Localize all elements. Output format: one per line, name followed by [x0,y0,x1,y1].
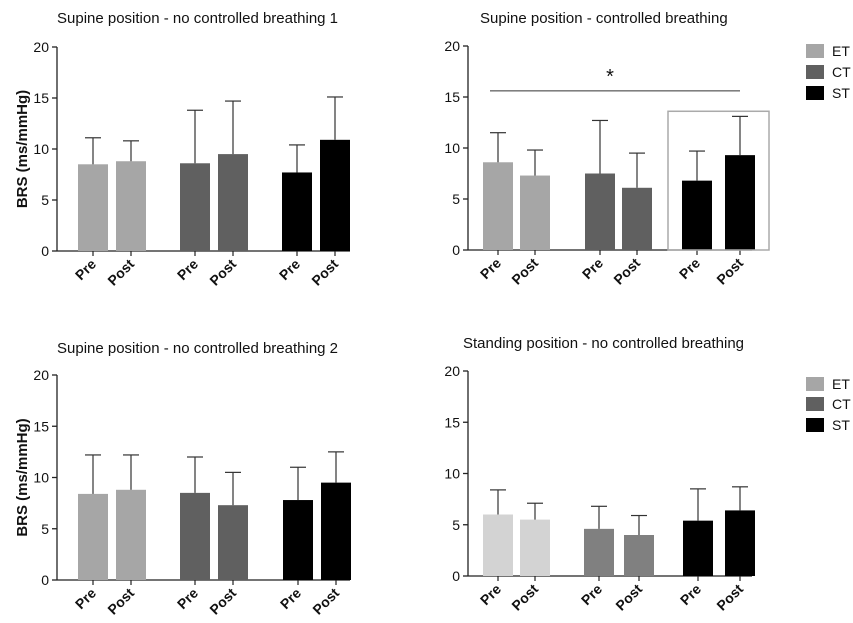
y-tick-label: 15 [33,90,49,106]
chart-panel-2: Supine position - controlled breathing 0 5… [444,10,770,288]
x-tick-label: Post [713,581,746,614]
x-tick-label: Pre [579,255,606,282]
legend-swatch-et [806,377,824,391]
legend-swatch-ct [806,397,824,411]
x-tick-label: Post [508,581,541,614]
legend-label-st: ST [832,85,850,101]
bar-st-pre [283,500,313,580]
bar-et-post [520,519,550,576]
bar-st-post [725,510,755,576]
x-tick-label: Pre [277,585,304,612]
bar-st-post [725,155,755,250]
x-tick-label: Pre [72,256,99,283]
chart-title: Supine position - no controlled breathin… [57,10,338,27]
chart-title: Supine position - controlled breathing [480,10,728,27]
x-tick-label: Post [309,585,342,618]
bar-st-post [321,482,351,580]
y-tick-label: 15 [444,414,460,430]
y-tick-label: 10 [33,470,49,486]
bar-ct-post [624,535,654,576]
bar-ct-post [218,505,248,580]
legend-swatch-st [806,418,824,432]
y-axis-label: BRS (ms/mmHg) [14,418,31,536]
x-tick-label: Post [610,255,643,288]
x-tick-label: Pre [477,581,504,608]
legend-swatch-et [806,44,824,58]
bar-ct-pre [584,528,614,576]
bar-st-pre [282,172,312,251]
legend-label-ct: CT [832,64,851,80]
bar-et-pre [483,162,513,250]
chart-panel-3: Supine position - no controlled breathin… [14,340,351,618]
x-tick-label: Post [308,256,341,289]
x-tick-label: Post [508,255,541,288]
x-tick-label: Pre [477,255,504,282]
bar-et-pre [483,514,513,576]
legend-top: ET CT ST [806,43,851,101]
y-tick-label: 15 [33,418,49,434]
legend-label-et: ET [832,43,850,59]
x-tick-label: Post [713,255,746,288]
highlight-box [667,110,770,251]
y-tick-label: 10 [33,141,49,157]
bar-ct-pre [585,173,615,250]
x-tick-label: Post [206,585,239,618]
legend-bottom: ET CT ST [806,376,851,433]
x-tick-label: Post [104,256,137,289]
y-tick-label: 20 [444,38,460,54]
x-tick-label: Pre [174,256,201,283]
x-tick-label: Pre [174,585,201,612]
y-tick-label: 20 [444,363,460,379]
chart-panel-4: Standing position - no controlled breath… [444,335,755,614]
y-tick-label: 10 [444,140,460,156]
x-tick-label: Pre [276,256,303,283]
x-tick-label: Pre [72,585,99,612]
y-tick-label: 20 [33,39,49,55]
y-tick-label: 5 [41,521,49,537]
x-tick-label: Pre [677,581,704,608]
bar-ct-post [218,154,248,251]
legend-label-ct: CT [832,396,851,412]
y-tick-label: 0 [41,572,49,588]
bar-et-pre [78,164,108,251]
bar-et-post [520,175,550,250]
x-tick-label: Pre [578,581,605,608]
chart-title: Standing position - no controlled breath… [463,335,744,352]
bar-ct-post [622,187,652,250]
bar-ct-pre [180,492,210,580]
bar-et-post [116,161,146,251]
legend-swatch-ct [806,65,824,79]
chart-title: Supine position - no controlled breathin… [57,340,338,357]
bar-ct-pre [180,163,210,251]
y-tick-label: 5 [452,517,460,533]
significance-star: * [606,66,614,88]
x-tick-label: Pre [676,255,703,282]
x-tick-label: Post [206,256,239,289]
bar-et-pre [78,493,108,580]
y-tick-label: 15 [444,89,460,105]
y-tick-label: 10 [444,466,460,482]
bar-st-post [320,139,350,251]
y-tick-label: 0 [41,243,49,259]
y-tick-label: 0 [452,242,460,258]
y-tick-label: 0 [452,568,460,584]
y-tick-label: 20 [33,367,49,383]
x-tick-label: Post [104,585,137,618]
y-tick-label: 5 [41,192,49,208]
legend-swatch-st [806,86,824,100]
y-axis-label: BRS (ms/mmHg) [14,90,31,208]
bar-et-post [116,489,146,580]
x-tick-label: Post [612,581,645,614]
bar-st-pre [683,520,713,576]
bar-st-pre [682,180,712,250]
chart-panel-1: Supine position - no controlled breathin… [14,10,350,289]
legend-label-et: ET [832,376,850,392]
legend-label-st: ST [832,417,850,433]
y-tick-label: 5 [452,191,460,207]
